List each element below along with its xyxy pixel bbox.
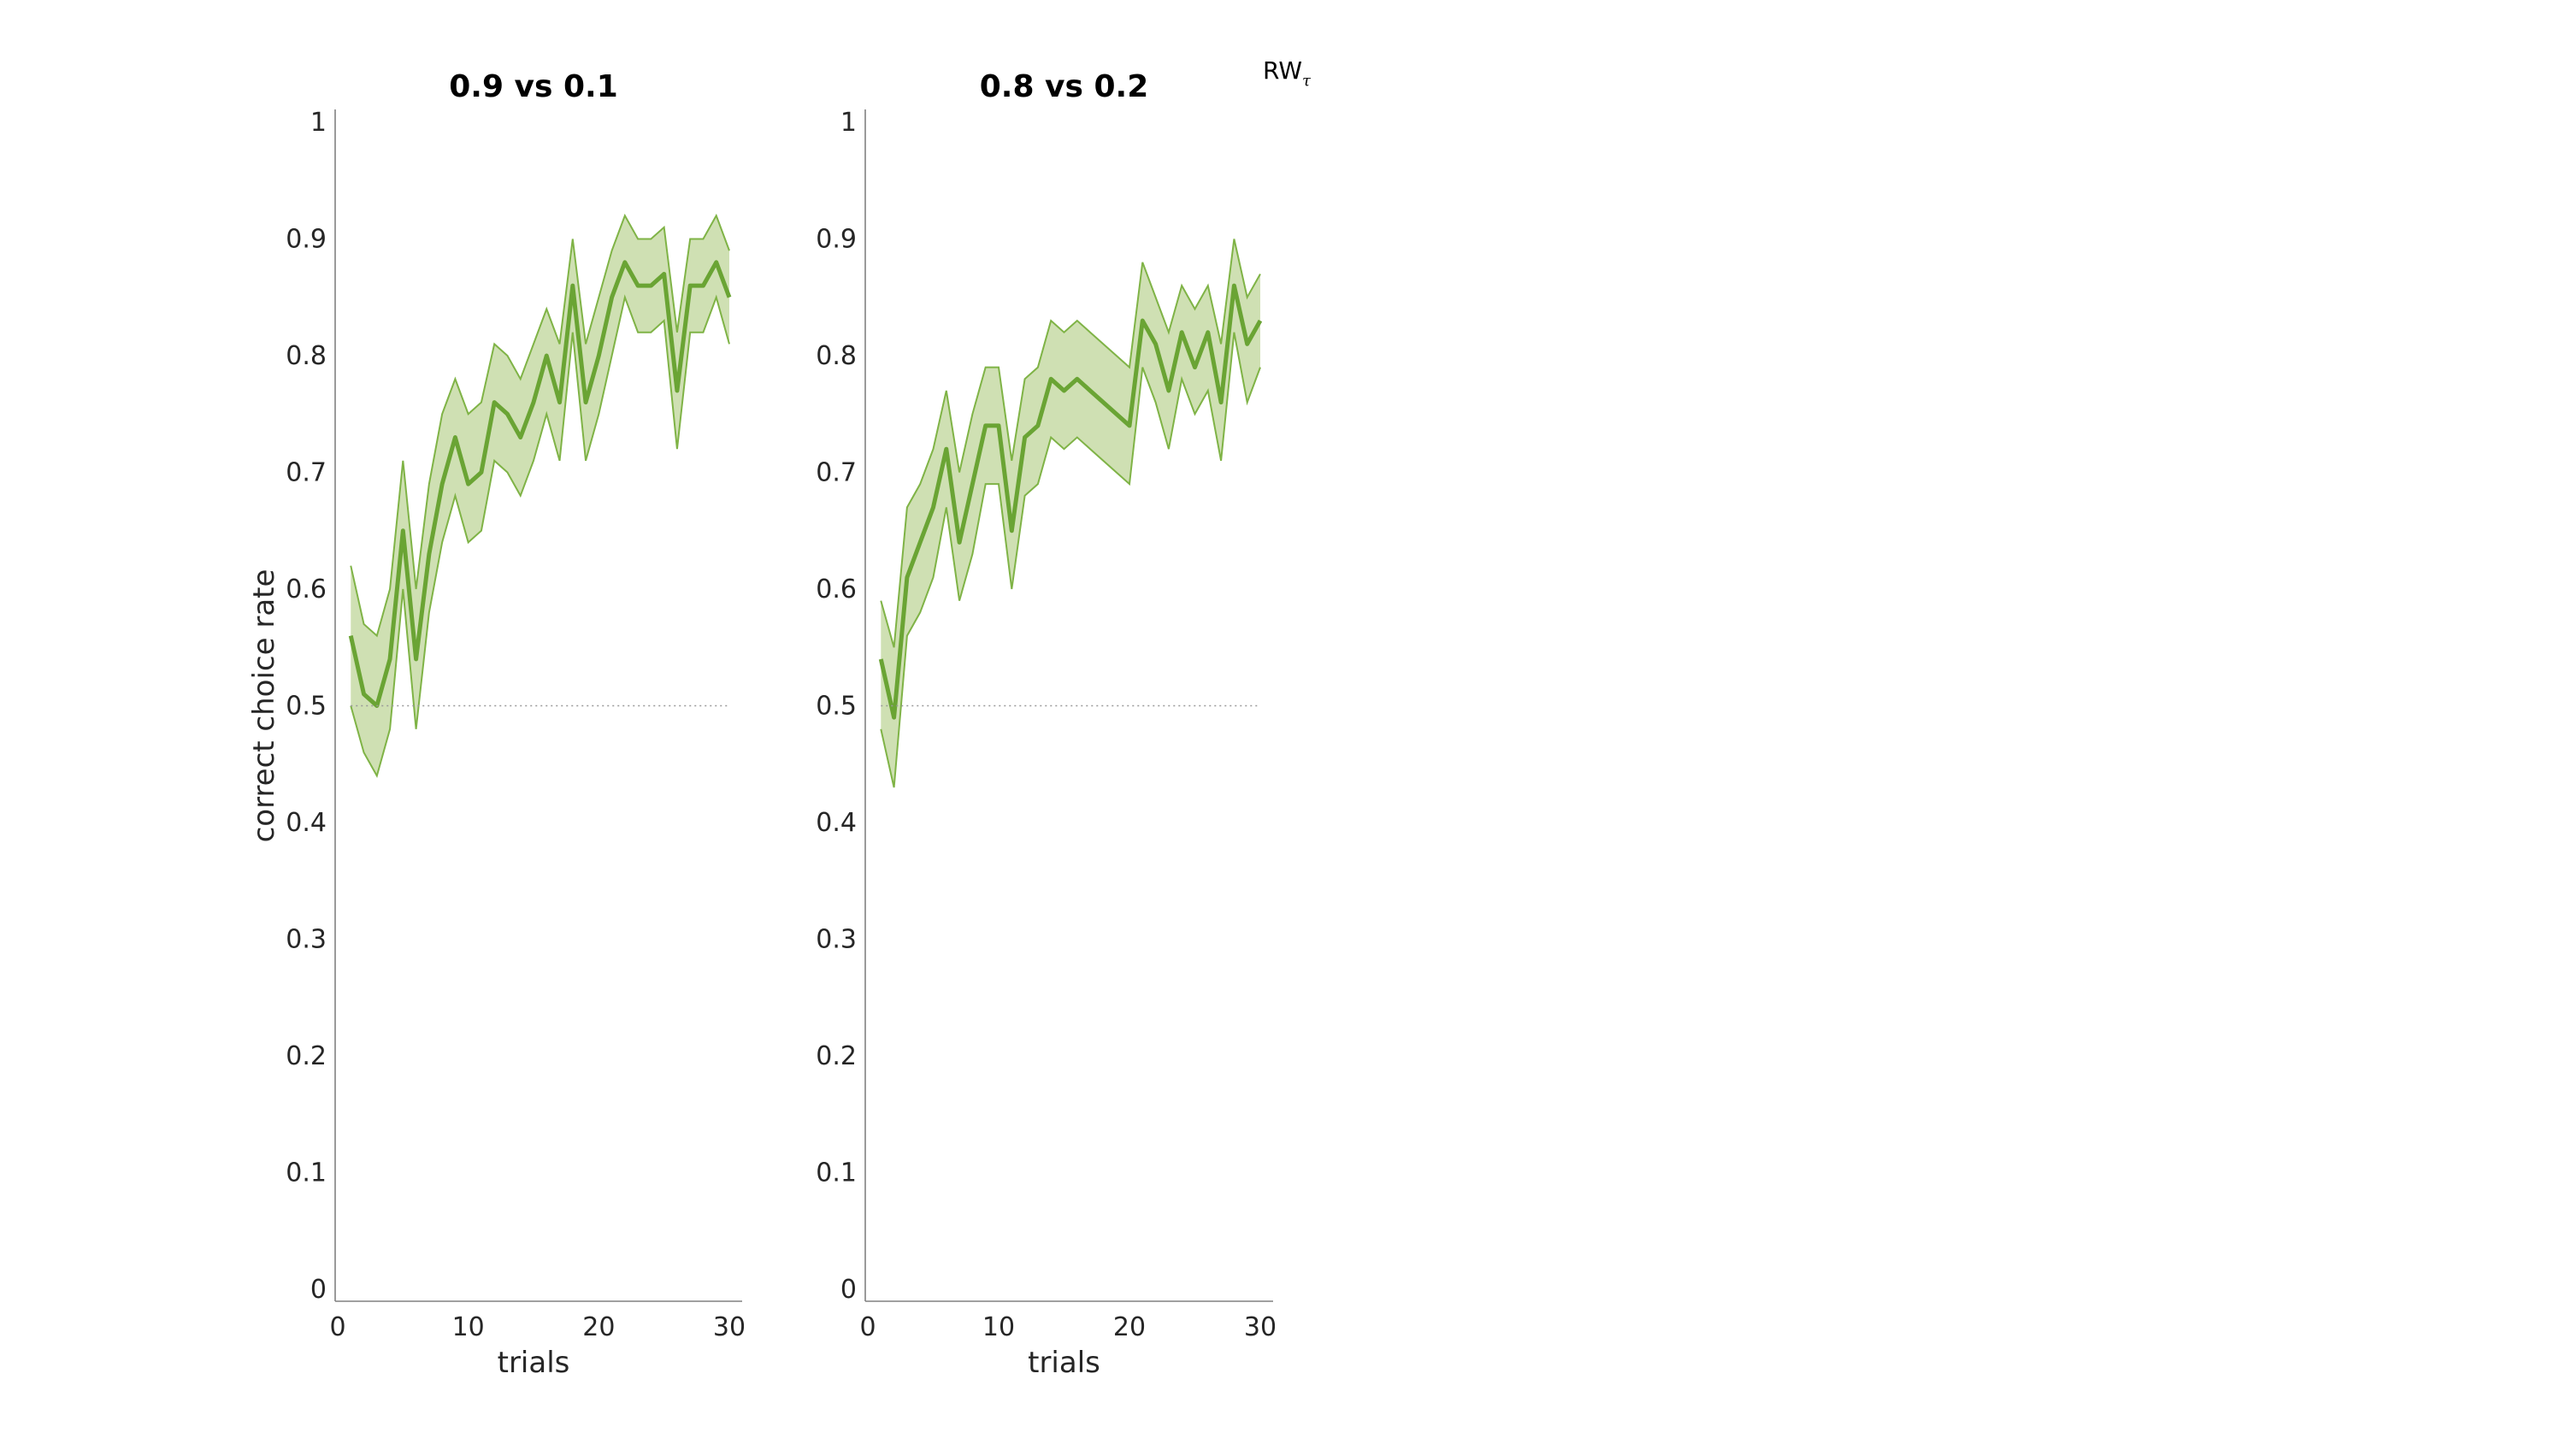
chart-panel-2: 00.10.20.30.40.50.60.70.80.910 10 20 30tria…: [816, 69, 1277, 1380]
y-tick-label: 0.8: [816, 341, 857, 371]
legend-label: RWτ: [1263, 56, 1312, 90]
y-tick-label: 0.9: [816, 225, 857, 255]
x-tick-label: 30: [713, 1312, 746, 1342]
chart-title: 0.8 vs 0.2: [980, 69, 1149, 104]
y-axis-label: correct choice rate: [247, 569, 281, 843]
series-line: [348, 260, 732, 708]
y-tick-label: 0.6: [286, 575, 327, 604]
x-tick-label: 10: [452, 1312, 485, 1342]
x-tick-label: 30: [1244, 1312, 1277, 1342]
y-tick-label: 0.4: [816, 808, 857, 838]
y-tick-label: 0.9: [286, 225, 327, 255]
band-upper-edge: [350, 213, 730, 638]
x-tick-label: 0: [859, 1312, 876, 1342]
y-tick-label: 0.7: [816, 458, 857, 488]
y-tick-label: 0.2: [286, 1041, 327, 1071]
y-tick-label: 1: [840, 108, 857, 138]
x-tick-label: 20: [582, 1312, 615, 1342]
y-tick-label: 0.8: [286, 341, 327, 371]
y-tick-label: 0.6: [816, 575, 857, 604]
x-tick-label: 10: [982, 1312, 1015, 1342]
y-tick-label: 1: [310, 108, 327, 138]
x-tick-label: 20: [1113, 1312, 1146, 1342]
y-tick-label: 0.2: [816, 1041, 857, 1071]
y-tick-label: 0.5: [816, 692, 857, 722]
series-line: [878, 283, 1263, 720]
band-upper-edge: [880, 239, 1261, 648]
y-tick-label: 0.3: [816, 925, 857, 955]
y-tick-label: 0.5: [286, 692, 327, 722]
y-tick-label: 0: [840, 1275, 857, 1305]
y-tick-label: 0.7: [286, 458, 327, 488]
legend: RWτ: [1263, 56, 1312, 90]
y-tick-label: 0.4: [286, 808, 327, 838]
y-tick-label: 0.3: [286, 925, 327, 955]
band-lower-edge: [880, 332, 1261, 788]
y-tick-label: 0.1: [816, 1158, 857, 1188]
x-axis-label: trials: [1028, 1346, 1100, 1380]
chart-panel-1: 00.10.20.30.40.50.60.70.80.910 10 20 30tria…: [247, 69, 746, 1380]
x-axis-label: trials: [498, 1346, 570, 1380]
y-tick-label: 0.1: [286, 1158, 327, 1188]
chart-title: 0.9 vs 0.1: [449, 69, 618, 104]
x-tick-label: 0: [329, 1312, 345, 1342]
y-tick-label: 0: [310, 1275, 327, 1305]
